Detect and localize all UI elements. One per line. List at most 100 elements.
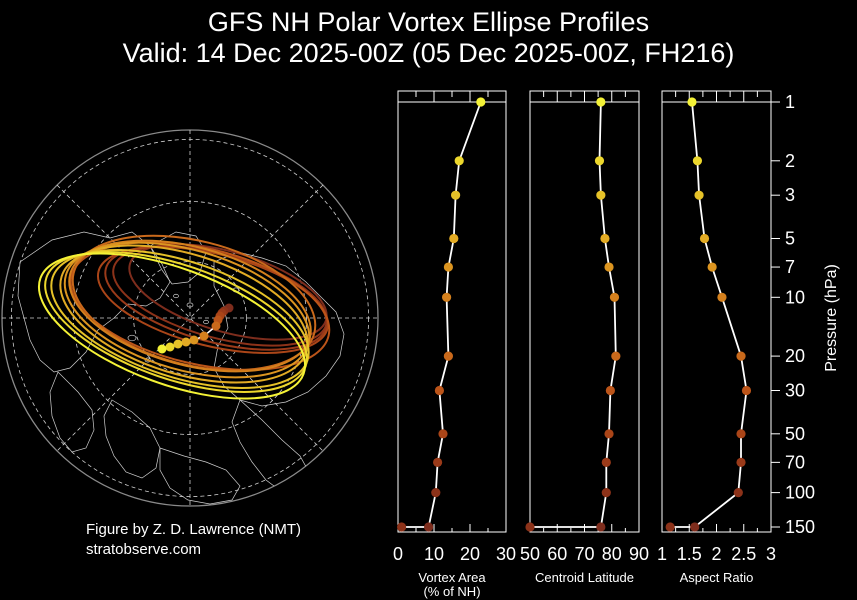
profile-line bbox=[670, 101, 748, 528]
coastline bbox=[149, 231, 207, 285]
profile-point bbox=[449, 233, 459, 244]
profile-point bbox=[605, 385, 615, 396]
profile-point bbox=[451, 190, 461, 200]
profile-point bbox=[600, 233, 610, 244]
island bbox=[127, 334, 137, 342]
x-tick-label: 0 bbox=[393, 544, 403, 564]
centroid-point bbox=[173, 339, 183, 349]
profile-point bbox=[424, 522, 434, 532]
profile-point bbox=[736, 429, 746, 439]
profile-point bbox=[596, 97, 606, 107]
x-tick-label: 80 bbox=[602, 544, 622, 564]
profile-extra-point bbox=[525, 522, 535, 532]
profile-point bbox=[431, 488, 441, 498]
profile-point bbox=[690, 522, 700, 532]
vortex-ellipse bbox=[37, 252, 307, 400]
pressure-tick-label: 50 bbox=[785, 424, 805, 444]
pressure-tick-label: 7 bbox=[785, 257, 795, 277]
panel-aspect-ratio: 1 1.5 2 2.5 3 Aspect Ratio bbox=[657, 90, 776, 585]
profile-point bbox=[442, 292, 452, 302]
x-tick-label: 1 bbox=[657, 544, 667, 564]
profile-point bbox=[736, 457, 746, 467]
x-tick-label: 60 bbox=[547, 544, 567, 564]
chart-title-line-2: Valid: 14 Dec 2025-00Z (05 Dec 2025-00Z,… bbox=[122, 38, 735, 68]
coastline bbox=[49, 371, 95, 453]
x-axis-label: Centroid Latitude bbox=[535, 570, 634, 585]
pressure-axis: 1 2 3 5 7 10 20 30 50 70 100 150 Pressure (hPa) bbox=[771, 92, 840, 537]
pressure-tick-label: 70 bbox=[785, 452, 805, 472]
coastline bbox=[213, 251, 345, 407]
island bbox=[173, 293, 179, 299]
x-axis-label: Vortex Area bbox=[418, 570, 486, 585]
profile-point bbox=[717, 292, 727, 302]
x-tick-label: 50 bbox=[520, 544, 540, 564]
vortex-ellipse bbox=[69, 241, 331, 371]
polar-stereographic-map bbox=[1, 129, 379, 507]
coastline bbox=[103, 399, 161, 479]
profile-point bbox=[694, 190, 704, 200]
centroid-point bbox=[157, 344, 167, 354]
profile-point bbox=[741, 385, 752, 396]
centroid-point bbox=[189, 335, 199, 345]
profile-point bbox=[596, 522, 606, 532]
island bbox=[203, 319, 209, 325]
profile-extra-point bbox=[665, 522, 675, 532]
profile-point bbox=[594, 156, 605, 166]
profile-point bbox=[707, 262, 717, 272]
profile-point bbox=[736, 351, 746, 361]
x-axis-label: (% of NH) bbox=[423, 584, 480, 599]
x-tick-label: 90 bbox=[629, 544, 649, 564]
profile-point bbox=[438, 429, 448, 439]
coastline bbox=[17, 231, 171, 373]
profile-point bbox=[687, 97, 697, 107]
panel-vortex-area: 0 10 20 30 Vortex Area(% of NH) bbox=[393, 90, 516, 599]
profile-point bbox=[733, 488, 743, 498]
pressure-tick-label: 150 bbox=[785, 517, 815, 537]
profile-point bbox=[434, 385, 444, 396]
profile-point bbox=[596, 190, 606, 200]
x-tick-label: 2 bbox=[711, 544, 721, 564]
panel-frame bbox=[661, 90, 772, 533]
chart-title-line-1: GFS NH Polar Vortex Ellipse Profiles bbox=[207, 7, 650, 37]
centroid-point bbox=[165, 342, 175, 352]
profile-point bbox=[433, 457, 443, 467]
profile-extra-point bbox=[397, 522, 407, 532]
profile-point bbox=[601, 457, 611, 467]
panel-centroid-latitude: 50 60 70 80 90 Centroid Latitude bbox=[520, 90, 649, 585]
pressure-tick-label: 2 bbox=[785, 151, 795, 171]
panel-frame bbox=[529, 90, 640, 533]
island bbox=[186, 302, 194, 308]
x-axis-label: Aspect Ratio bbox=[680, 570, 754, 585]
pressure-axis-label: Pressure (hPa) bbox=[823, 264, 840, 372]
pressure-tick-label: 100 bbox=[785, 483, 815, 503]
profile-point bbox=[699, 233, 710, 244]
pressure-tick-label: 3 bbox=[785, 185, 795, 205]
centroid-point bbox=[211, 321, 221, 331]
figure-credit: Figure by Z. D. Lawrence (NMT) bbox=[86, 521, 302, 538]
profile-point bbox=[609, 292, 620, 302]
profile-point bbox=[692, 156, 703, 166]
pressure-tick-label: 30 bbox=[785, 380, 805, 400]
pressure-tick-label: 10 bbox=[785, 287, 805, 307]
panel-frame bbox=[397, 90, 507, 533]
pressure-tick-label: 1 bbox=[785, 92, 795, 112]
x-tick-label: 2.5 bbox=[731, 544, 756, 564]
profile-point bbox=[601, 488, 611, 498]
x-tick-label: 3 bbox=[766, 544, 776, 564]
profile-point bbox=[443, 262, 453, 272]
x-tick-label: 30 bbox=[496, 544, 516, 564]
pressure-tick-label: 20 bbox=[785, 346, 805, 366]
profile-point bbox=[611, 351, 621, 361]
profile-panels: 0 10 20 30 Vortex Area(% of NH) 50 60 70 80 90 Cen… bbox=[393, 90, 840, 599]
x-tick-label: 20 bbox=[460, 544, 480, 564]
profile-point bbox=[454, 156, 464, 166]
profile-point bbox=[443, 351, 453, 361]
x-tick-label: 1.5 bbox=[677, 544, 702, 564]
website-credit: stratobserve.com bbox=[86, 541, 202, 558]
x-tick-label: 70 bbox=[574, 544, 594, 564]
x-tick-label: 10 bbox=[424, 544, 444, 564]
pressure-tick-label: 5 bbox=[785, 229, 795, 249]
profile-point bbox=[476, 97, 486, 107]
centroid-point bbox=[199, 331, 209, 341]
